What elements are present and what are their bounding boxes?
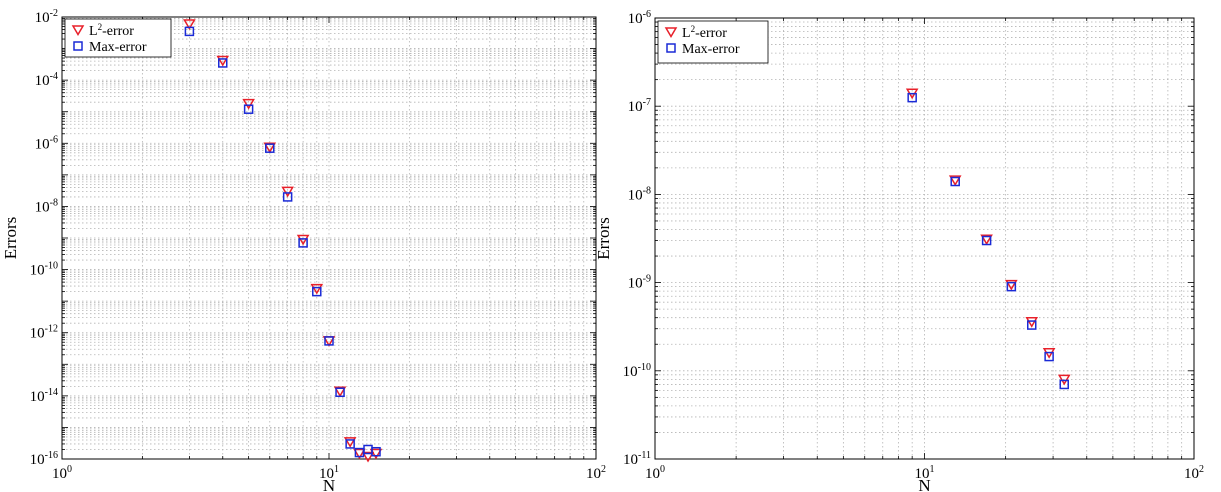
- max-error-point: [1059, 379, 1069, 390]
- x-tick-label: 100: [645, 464, 665, 482]
- y-tick-label: 10-10: [623, 362, 651, 380]
- max-error-point: [265, 143, 275, 153]
- x-tick-label: 102: [1184, 464, 1204, 482]
- l2-error-point: [948, 175, 962, 187]
- legend-entry-label: L2-error: [89, 22, 134, 39]
- y-tick-label: 10-9: [628, 274, 651, 292]
- y-tick-label: 10-16: [30, 450, 58, 468]
- l2-error-point: [343, 437, 357, 448]
- legend-triangle-icon: [71, 25, 85, 36]
- legend-entry-label: Max-error: [89, 40, 147, 55]
- y-tick-label: 10-11: [623, 450, 651, 468]
- x-tick-label: 100: [52, 464, 72, 482]
- y-tick-label: 10-2: [35, 8, 58, 26]
- max-error-point: [907, 92, 917, 103]
- tick-marks: [654, 18, 1194, 460]
- max-error-point: [324, 336, 334, 346]
- chart-left: 100 101 102 10-16 10-14 10-12 10-10 10-8 10-6 10-…: [1, 8, 606, 492]
- series-max-error: [184, 26, 381, 458]
- y-tick-label: 10-12: [30, 324, 58, 342]
- y-axis-label: Errors: [1, 217, 20, 259]
- max-error-point: [312, 286, 322, 297]
- l2-error-point: [216, 55, 230, 67]
- l2-error-point: [183, 19, 196, 30]
- l2-error-point: [353, 448, 366, 460]
- x-axis-label: N: [918, 476, 930, 492]
- y-tick-label: 10-10: [30, 261, 58, 279]
- max-error-point: [345, 439, 355, 449]
- legend-entry-label: Max-error: [682, 42, 740, 57]
- max-error-point: [243, 104, 254, 114]
- l2-error-point: [980, 234, 993, 246]
- l2-error-point: [263, 142, 277, 154]
- legend-entry-label: L2-error: [682, 24, 727, 41]
- l2-error-point: [333, 386, 347, 398]
- y-axis-label: Errors: [594, 217, 613, 259]
- l2-error-point: [1025, 316, 1039, 328]
- l2-error-point: [369, 448, 383, 460]
- y-tick-label: 10-8: [35, 197, 58, 215]
- max-error-point: [1026, 320, 1037, 330]
- y-tick-label: 10-6: [35, 134, 58, 152]
- max-error-point: [981, 235, 992, 246]
- x-tick-label: 101: [319, 464, 339, 482]
- legend-triangle-icon: [664, 27, 678, 38]
- l2-error-point: [310, 283, 324, 295]
- max-error-point: [335, 387, 345, 398]
- l2-error-point: [296, 234, 310, 246]
- l2-error-point: [1057, 374, 1071, 386]
- x-axis-label: N: [323, 476, 335, 492]
- max-error-point: [184, 26, 195, 37]
- tick-marks: [61, 17, 596, 460]
- y-tick-label: 10-8: [628, 185, 651, 203]
- legend-square-icon: [666, 43, 676, 53]
- max-error-point: [1044, 351, 1054, 362]
- x-tick-label: 101: [915, 464, 935, 482]
- max-error-point: [950, 176, 960, 187]
- legend-square-icon: [73, 41, 83, 51]
- y-tick-label: 10-6: [628, 9, 651, 27]
- x-tick-label: 102: [586, 464, 606, 482]
- max-error-point: [371, 446, 381, 457]
- y-tick-label: 10-4: [35, 71, 58, 89]
- max-error-point: [282, 192, 293, 202]
- series-max-error: [907, 92, 1069, 390]
- l2-error-point: [242, 98, 255, 110]
- y-tick-label: 10-7: [628, 97, 651, 115]
- max-error-point: [1006, 281, 1017, 292]
- l2-error-point: [361, 451, 375, 463]
- y-tick-label: 10-14: [30, 387, 58, 405]
- grid: [655, 18, 1194, 459]
- max-error-point: [218, 58, 228, 68]
- l2-error-point: [1005, 279, 1018, 291]
- max-error-point: [298, 238, 308, 248]
- l2-error-point: [281, 186, 294, 198]
- chart-right: 100 101 102 10-11 10-10 10-9 10-8 10-7 10-6 N Erro…: [594, 9, 1204, 492]
